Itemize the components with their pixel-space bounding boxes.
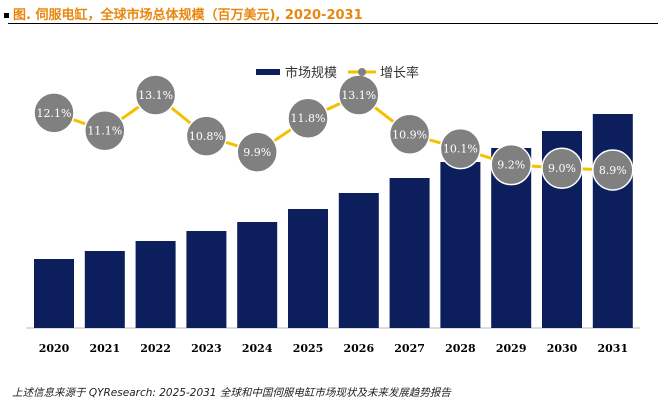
title-divider	[8, 23, 658, 24]
data-label: 10.8%	[189, 130, 224, 143]
x-tick-label: 2027	[394, 342, 425, 355]
growth-marker	[185, 115, 228, 157]
data-label: 10.9%	[392, 128, 427, 141]
growth-marker	[134, 74, 177, 116]
bar-2020	[34, 259, 74, 328]
growth-marker	[287, 97, 329, 139]
data-label: 8.9%	[599, 164, 627, 177]
legend-marker	[358, 68, 366, 76]
growth-marker	[592, 149, 634, 191]
x-tick-label: 2025	[293, 342, 324, 355]
data-label: 13.1%	[341, 89, 376, 102]
data-label: 11.8%	[291, 112, 326, 125]
bar-2024	[237, 222, 278, 328]
growth-marker	[84, 109, 126, 152]
x-tick-label: 2024	[242, 342, 273, 355]
growth-marker	[338, 74, 380, 116]
x-tick-label: 2023	[191, 342, 222, 355]
title-text: 图. 伺服电缸，全球市场总体规模（百万美元), 2020-2031	[13, 8, 363, 23]
x-tick-label: 2031	[597, 342, 628, 355]
x-tick-label: 2030	[547, 342, 578, 355]
growth-marker	[33, 92, 75, 134]
growth-marker	[388, 113, 431, 156]
legend-bar-swatch	[256, 69, 280, 75]
x-tick-label: 2022	[140, 342, 171, 355]
data-label: 9.0%	[548, 162, 576, 175]
bar-2022	[135, 241, 176, 328]
bar-2026	[338, 193, 379, 328]
x-tick-label: 2029	[496, 342, 527, 355]
growth-marker	[490, 143, 532, 186]
legend-label-growth: 增长率	[380, 65, 419, 81]
bar-2027	[389, 178, 430, 328]
data-label: 13.1%	[138, 89, 173, 102]
data-label: 9.2%	[497, 159, 525, 172]
growth-marker	[439, 127, 482, 170]
x-tick-label: 2021	[89, 342, 120, 355]
data-label: 12.1%	[37, 107, 72, 120]
data-label: 11.1%	[87, 125, 122, 138]
growth-marker	[236, 131, 278, 173]
x-tick-label: 2026	[343, 342, 374, 355]
legend-label-market: 市场规模	[285, 65, 337, 81]
growth-marker	[541, 147, 583, 189]
bar-2028	[440, 162, 481, 328]
data-label: 10.1%	[443, 143, 478, 156]
chart-title: 图. 伺服电缸，全球市场总体规模（百万美元), 2020-2031	[4, 4, 363, 23]
bar-2025	[288, 209, 328, 328]
x-tick-label: 2028	[445, 342, 476, 355]
bar-2023	[186, 231, 227, 328]
bullet-icon	[4, 13, 9, 18]
bar-2031	[592, 114, 633, 328]
source-note: 上述信息来源于 QYResearch: 2025-2031 全球和中国伺服电缸市…	[12, 387, 451, 399]
x-tick-label: 2020	[39, 342, 70, 355]
chart: 2020 2021 2022 2023 2024 2025 2026 2027 2028 2029…	[26, 65, 640, 355]
data-label: 9.9%	[243, 146, 271, 159]
bar-2021	[84, 251, 125, 328]
